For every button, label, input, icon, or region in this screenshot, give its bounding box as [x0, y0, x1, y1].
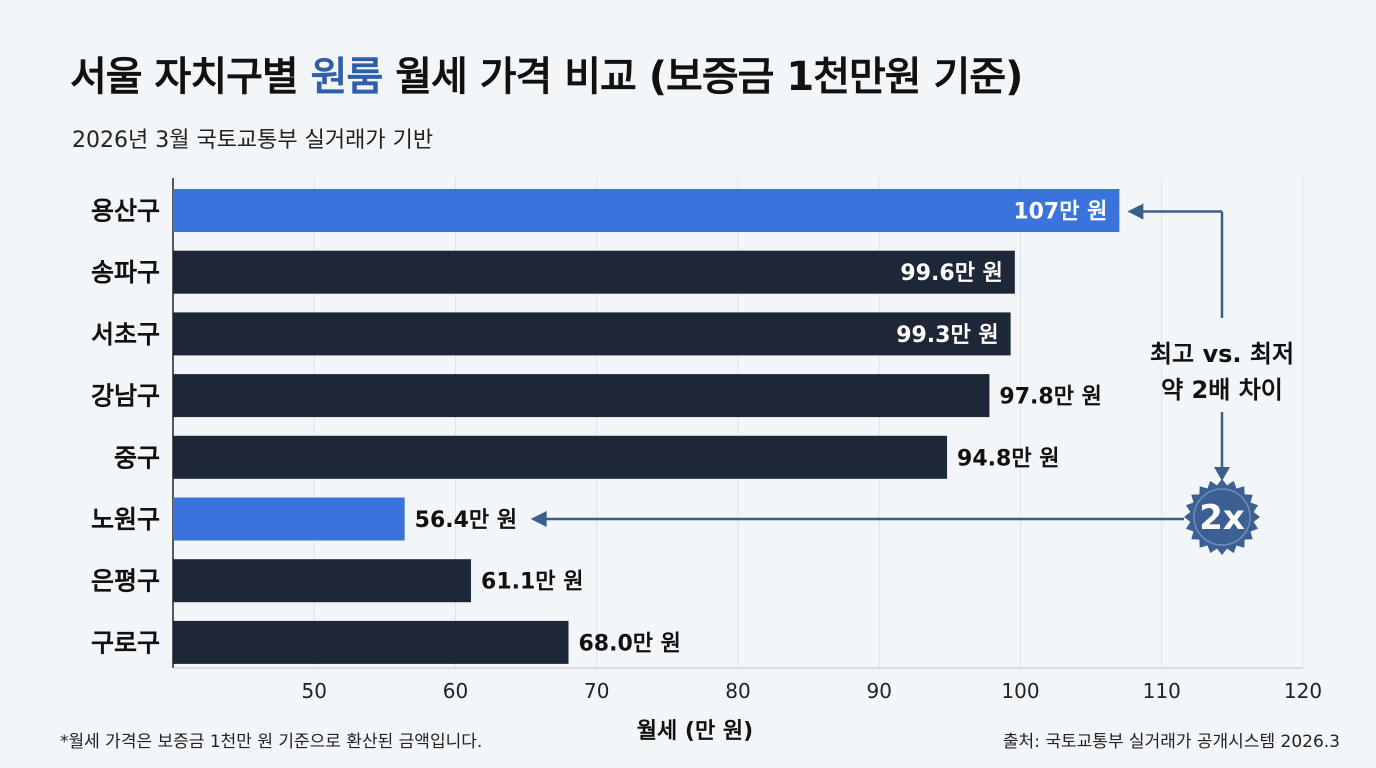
x-tick-label: 120 [1284, 679, 1322, 703]
x-tick-label: 70 [584, 679, 609, 703]
bar-강남구 [173, 374, 990, 418]
x-tick-label: 100 [1001, 679, 1039, 703]
title-accent: 원룸 [310, 54, 384, 100]
category-label: 노원구 [91, 505, 160, 534]
arrowhead-max [1127, 203, 1144, 220]
value-label: 61.1만 원 [481, 570, 583, 595]
category-label: 용산구 [91, 197, 160, 226]
category-label: 중구 [114, 443, 160, 472]
bar-용산구 [173, 189, 1120, 232]
x-tick-label: 80 [725, 679, 750, 703]
bar-송파구 [173, 250, 1015, 294]
annotation-line-1: 최고 vs. 최저 [1150, 340, 1294, 368]
bar-서초구 [173, 312, 1011, 356]
footnote: *월세 가격은 보증금 1천만 원 기준으로 환산된 금액입니다. [60, 732, 483, 752]
value-label: 56.4만 원 [415, 508, 517, 533]
title-part-2: 월세 가격 비교 (보증금 1천만원 기준) [382, 54, 1023, 100]
chart-subtitle: 2026년 3월 국토교통부 실거래가 기반 [72, 128, 434, 153]
bar-구로구 [173, 620, 569, 664]
value-label: 99.6만 원 [900, 261, 1002, 286]
category-label: 송파구 [91, 258, 160, 287]
value-label: 99.3만 원 [896, 323, 998, 348]
x-axis-title: 월세 (만 원) [637, 719, 753, 744]
bar-노원구 [173, 497, 405, 541]
arrowhead-min [530, 511, 547, 527]
category-label: 서초구 [91, 320, 160, 349]
category-label: 은평구 [91, 567, 160, 596]
source-note: 출처: 국토교통부 실거래가 공개시스템 2026.3 [1002, 732, 1340, 752]
category-label: 강남구 [91, 382, 160, 411]
bar-중구 [173, 435, 948, 479]
value-label: 68.0만 원 [579, 631, 681, 656]
value-label: 94.8만 원 [957, 446, 1059, 471]
bar-은평구 [173, 559, 472, 603]
arrowhead-badge [1214, 467, 1230, 481]
ratio-badge [1184, 479, 1260, 555]
chart-title: 서울 자치구별 원룸 월세 가격 비교 (보증금 1천만원 기준) [70, 44, 1023, 102]
badge-label: 2x [1199, 498, 1245, 538]
value-label: 97.8만 원 [999, 385, 1101, 410]
x-tick-label: 60 [443, 679, 468, 703]
value-label: 107만 원 [1013, 200, 1107, 225]
badge-ring [1193, 488, 1251, 546]
x-tick-label: 50 [302, 679, 327, 703]
x-tick-label: 110 [1143, 679, 1181, 703]
x-tick-label: 90 [867, 679, 892, 703]
category-label: 구로구 [91, 628, 160, 657]
annotation-line-2: 약 2배 차이 [1161, 376, 1283, 404]
title-part-1: 서울 자치구별 [70, 54, 311, 100]
